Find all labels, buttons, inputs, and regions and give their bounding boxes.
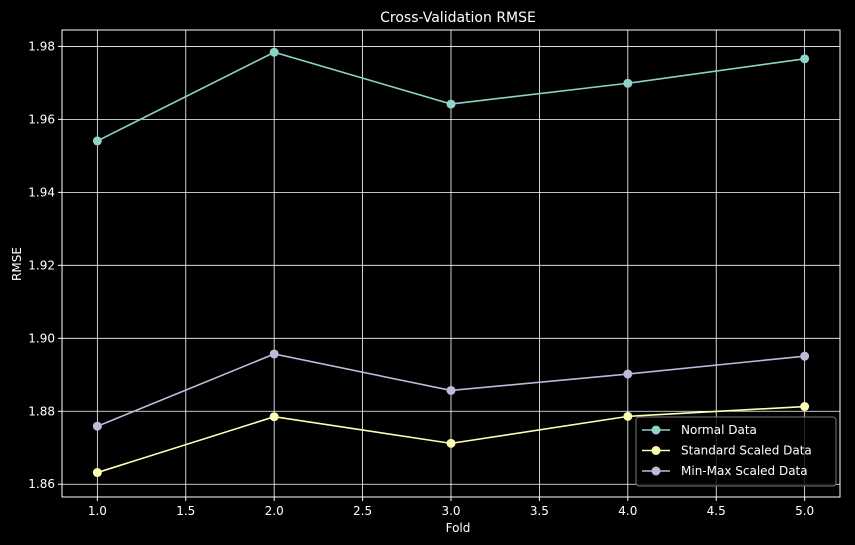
y-tick-label: 1.98 bbox=[28, 39, 55, 53]
legend-box bbox=[635, 416, 837, 487]
data-point bbox=[269, 412, 279, 422]
data-point bbox=[623, 411, 633, 421]
x-tick-label: 1.5 bbox=[176, 504, 195, 518]
y-tick-label: 1.86 bbox=[28, 477, 55, 491]
legend-swatch-marker bbox=[651, 446, 661, 455]
x-axis-label: Fold bbox=[446, 521, 471, 535]
series-0 bbox=[92, 47, 810, 146]
legend-label: Standard Scaled Data bbox=[681, 444, 812, 458]
y-axis-label: RMSE bbox=[10, 247, 24, 281]
data-point bbox=[446, 99, 456, 109]
legend-entry: Min-Max Scaled Data bbox=[642, 464, 808, 478]
x-tick-label: 2.0 bbox=[265, 504, 284, 518]
x-tick-label: 2.5 bbox=[353, 504, 372, 518]
series-2 bbox=[92, 349, 810, 431]
data-point bbox=[92, 421, 102, 431]
data-point bbox=[269, 47, 279, 57]
legend-label: Normal Data bbox=[681, 423, 757, 437]
data-point bbox=[446, 438, 456, 448]
y-tick-label: 1.88 bbox=[28, 404, 55, 418]
legend-entry: Normal Data bbox=[642, 423, 757, 437]
y-tick-label: 1.90 bbox=[28, 331, 55, 345]
y-tick-label: 1.92 bbox=[28, 258, 55, 272]
series-layer bbox=[92, 47, 810, 478]
chart-title: Cross-Validation RMSE bbox=[380, 10, 536, 26]
legend-entry: Standard Scaled Data bbox=[642, 444, 812, 458]
data-point bbox=[446, 385, 456, 395]
series-1 bbox=[92, 402, 810, 478]
legend-label: Min-Max Scaled Data bbox=[681, 464, 808, 478]
x-tick-label: 1.0 bbox=[88, 504, 107, 518]
x-tick-label: 5.0 bbox=[795, 504, 814, 518]
y-tick-label: 1.94 bbox=[28, 185, 55, 199]
legend-swatch-marker bbox=[651, 425, 661, 435]
x-tick-label: 4.0 bbox=[618, 504, 637, 518]
data-point bbox=[800, 402, 810, 412]
x-tick-label: 4.5 bbox=[707, 504, 726, 518]
axis-ticks: 1.0 1.5 2.0 2.5 3.0 3.5 4.0 4.5 5.0 1.86 1.88 1.90 1… bbox=[28, 39, 814, 518]
y-tick-label: 1.96 bbox=[28, 112, 55, 126]
data-point bbox=[92, 136, 102, 146]
data-point bbox=[800, 54, 810, 64]
legend: Normal Data Standard Scaled Data Min-Max S… bbox=[635, 416, 837, 487]
data-point bbox=[623, 78, 633, 88]
x-tick-label: 3.0 bbox=[441, 504, 460, 518]
data-point bbox=[92, 468, 102, 478]
data-point bbox=[623, 369, 633, 379]
data-point bbox=[800, 351, 810, 361]
data-point bbox=[269, 349, 279, 359]
x-tick-label: 3.5 bbox=[530, 504, 549, 518]
legend-swatch-marker bbox=[651, 466, 661, 476]
